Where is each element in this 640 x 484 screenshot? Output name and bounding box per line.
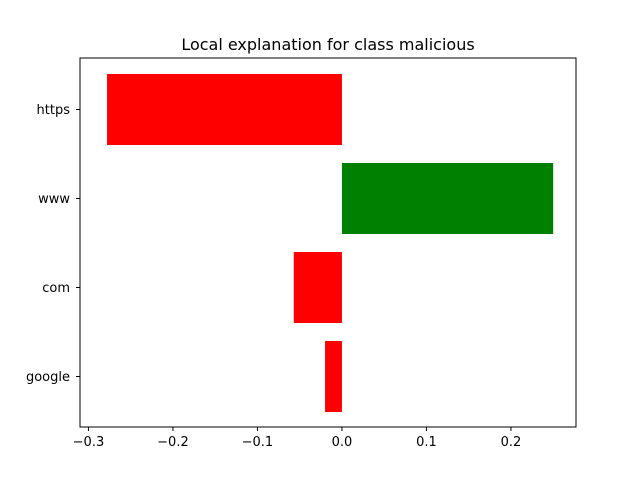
bar-com — [293, 252, 342, 323]
y-axis: https www com google — [26, 103, 80, 385]
bar-www — [341, 163, 554, 234]
x-tick-label: −0.1 — [242, 435, 274, 450]
x-tick-label: 0.0 — [332, 435, 353, 450]
bar-https — [107, 74, 342, 145]
x-tick-label: −0.3 — [73, 435, 105, 450]
x-tick-label: −0.2 — [157, 435, 189, 450]
y-tick-label: https — [37, 103, 71, 118]
y-tick-label: com — [42, 281, 70, 296]
plot-frame — [79, 57, 577, 428]
y-tick-label: www — [38, 192, 70, 207]
x-axis: −0.3 −0.2 −0.1 0.0 0.1 0.2 — [73, 427, 522, 450]
x-tick-label: 0.1 — [416, 435, 437, 450]
chart-title: Local explanation for class malicious — [181, 35, 474, 54]
bar-google — [325, 341, 342, 412]
y-tick-label: google — [26, 370, 70, 385]
x-tick-label: 0.2 — [501, 435, 522, 450]
bars-group — [107, 74, 554, 412]
